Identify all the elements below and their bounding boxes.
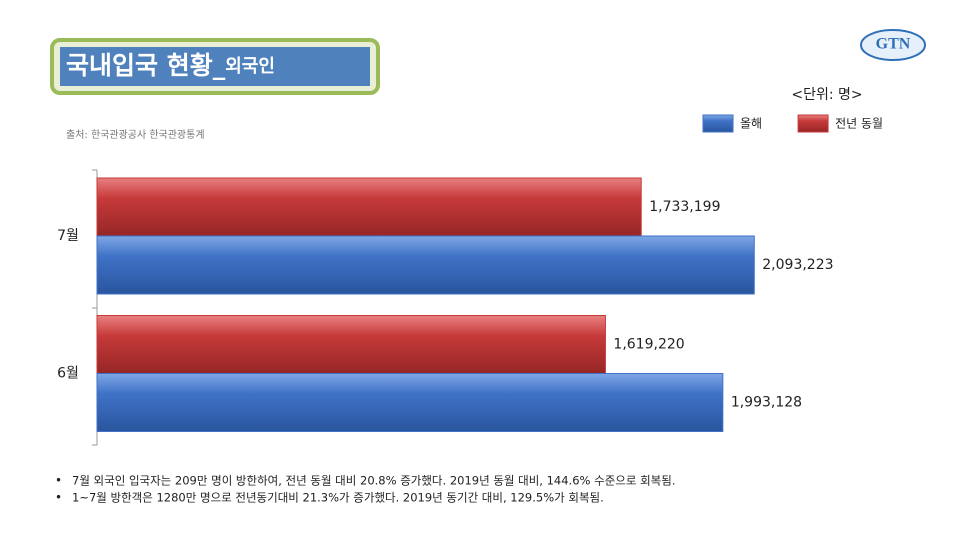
legend-label: 올해 [740,117,762,131]
y-tick-label: 6월 [57,366,79,382]
value-label: 2,093,223 [762,257,833,273]
legend-swatch [702,114,734,133]
note: 1~7월 방한객은 1280만 명으로 전년동기대비 21.3%가 증가했다. … [72,491,604,505]
title-main: 국내입국 현황_ [66,51,226,80]
bar [96,315,606,374]
legend-label: 전년 동월 [835,117,883,131]
value-label: 1,993,128 [731,395,802,411]
bar [96,177,642,237]
source: 출처: 한국관광공사 한국관광통계 [66,129,205,141]
note: 7월 외국인 입국자는 209만 명이 방한하여, 전년 동월 대비 20.8%… [72,474,675,488]
note-bullet: • [55,474,62,488]
title-box [60,47,370,86]
value-label: 1,733,199 [649,199,720,215]
y-tick-label: 7월 [57,228,79,244]
value-label: 1,619,220 [613,337,684,353]
title: 국내입국 현황_외국인 [66,51,275,80]
title-suffix: 외국인 [225,56,275,77]
unit: <단위: 명> [791,87,862,103]
logo-ring [860,29,926,61]
legend-swatch [797,114,829,133]
logo: GTN [876,36,911,53]
bar [96,235,755,295]
bar [96,373,724,432]
note-bullet: • [55,491,62,505]
